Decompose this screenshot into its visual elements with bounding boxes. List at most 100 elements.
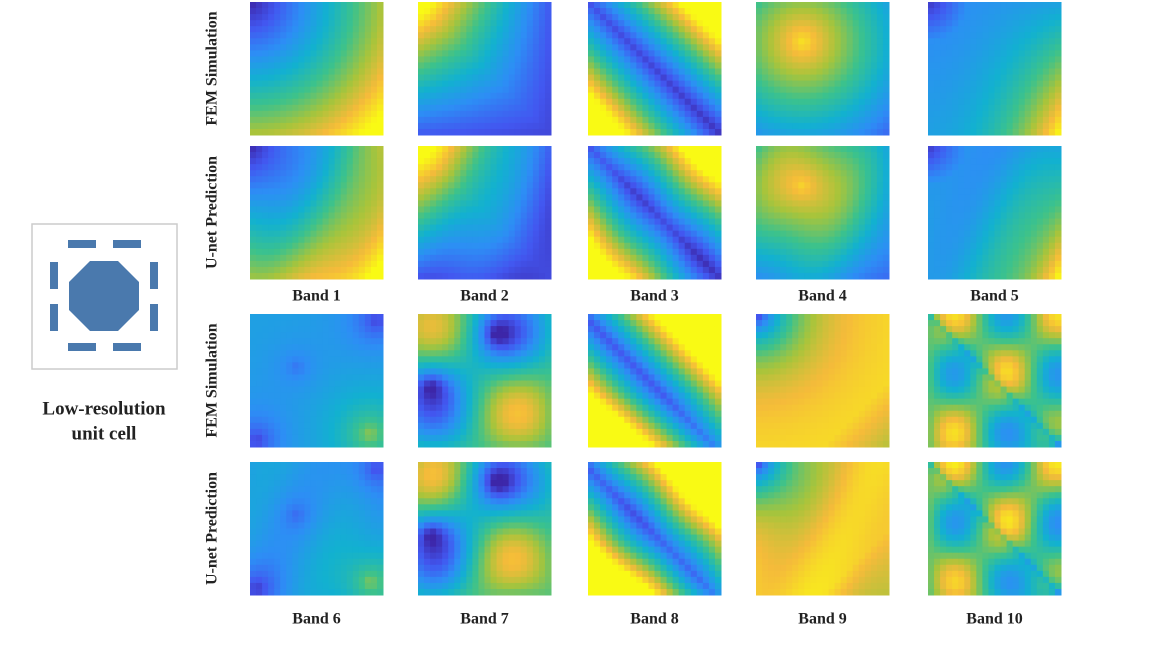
heatmap-cell <box>484 92 492 100</box>
heatmap-cell <box>994 14 1002 21</box>
heatmap-cell <box>690 224 698 232</box>
heatmap-cell <box>250 338 257 345</box>
heatmap-cell <box>786 26 793 33</box>
heatmap-cell <box>870 14 878 21</box>
heatmap-cell <box>630 188 637 195</box>
heatmap-cell <box>870 248 878 256</box>
heatmap-cell <box>976 38 983 45</box>
heatmap-cell <box>810 116 817 124</box>
heatmap-cell <box>1024 116 1032 124</box>
heatmap-cell <box>424 32 431 39</box>
heatmap-cell <box>834 218 842 226</box>
heatmap-cell <box>346 56 354 63</box>
heatmap-cell <box>594 104 601 112</box>
heatmap-cell <box>532 158 540 165</box>
heatmap-cell <box>600 98 607 106</box>
heatmap-cell <box>774 164 781 171</box>
heatmap-cell <box>250 50 257 57</box>
heatmap-cell <box>822 170 830 177</box>
heatmap-cell <box>618 122 625 130</box>
heatmap-cell <box>708 110 716 118</box>
heatmap-cell <box>496 8 504 15</box>
heatmap-cell <box>660 194 668 201</box>
heatmap-cell <box>274 434 281 442</box>
heatmap-cell <box>1054 182 1062 189</box>
heatmap-cell <box>642 110 649 118</box>
heatmap-cell <box>376 38 384 45</box>
heatmap-cell <box>928 188 935 195</box>
heatmap-cell <box>280 86 287 94</box>
heatmap-cell <box>588 92 595 100</box>
heatmap-cell <box>714 128 722 136</box>
heatmap-cell <box>940 32 947 39</box>
heatmap-cell <box>532 62 540 69</box>
heatmap-cell <box>532 176 540 183</box>
heatmap-cell <box>606 218 613 226</box>
heatmap-cell <box>316 26 324 33</box>
heatmap-cell <box>642 206 649 213</box>
heatmap-cell <box>792 38 799 45</box>
heatmap-cell <box>436 248 443 256</box>
heatmap-cell <box>964 62 971 69</box>
heatmap-cell <box>982 2 989 9</box>
heatmap-cell <box>256 428 263 436</box>
heatmap-cell <box>816 146 823 153</box>
heatmap-cell <box>448 176 455 183</box>
heatmap-cell <box>490 26 498 33</box>
heatmap-cell <box>1024 92 1032 100</box>
heatmap-cell <box>660 2 668 9</box>
heatmap-cell <box>792 92 799 100</box>
heatmap-cell <box>508 8 516 15</box>
heatmap-cell <box>370 128 378 136</box>
heatmap-cell <box>816 74 823 82</box>
heatmap-cell <box>442 122 449 130</box>
heatmap-cell <box>346 260 354 268</box>
heatmap-cell <box>280 380 287 388</box>
heatmap-cell <box>964 218 971 226</box>
heatmap-cell <box>1054 260 1062 268</box>
heatmap-cell <box>418 104 425 112</box>
heatmap-cell <box>786 206 793 213</box>
heatmap-cell <box>268 272 275 280</box>
heatmap-cell <box>316 116 324 124</box>
heatmap-cell <box>358 50 366 57</box>
heatmap-cell <box>756 32 763 39</box>
heatmap-cell <box>1000 254 1008 262</box>
heatmap-cell <box>618 14 625 21</box>
heatmap-cell <box>418 206 425 213</box>
heatmap-cell <box>660 236 668 244</box>
heatmap-cell <box>792 98 799 106</box>
heatmap-cell <box>442 98 449 106</box>
heatmap-cell <box>600 14 607 21</box>
heatmap-cell <box>594 176 601 183</box>
heatmap-cell <box>816 182 823 189</box>
heatmap-cell <box>630 44 637 51</box>
heatmap-cell <box>636 158 643 165</box>
heatmap-cell <box>636 170 643 177</box>
heatmap-cell <box>994 200 1002 207</box>
heatmap-cell <box>268 230 275 238</box>
heatmap-cell <box>994 146 1002 153</box>
heatmap-cell <box>666 188 674 195</box>
heatmap-cell <box>334 146 342 153</box>
heatmap-cell <box>478 116 485 124</box>
heatmap-cell <box>304 92 311 100</box>
heatmap-cell <box>1048 266 1056 274</box>
heatmap-cell <box>678 182 686 189</box>
heatmap-cell <box>538 14 546 21</box>
heatmap-cell <box>424 164 431 171</box>
heatmap-cell <box>940 230 947 238</box>
heatmap-cell <box>262 206 269 213</box>
heatmap-cell <box>484 26 492 33</box>
heatmap-cell <box>976 182 983 189</box>
heatmap-cell <box>804 194 811 201</box>
heatmap-cell <box>514 206 522 213</box>
heatmap-cell <box>952 236 959 244</box>
heatmap-cell <box>946 74 953 82</box>
heatmap-cell <box>466 182 473 189</box>
heatmap-cell <box>882 68 890 76</box>
heatmap-cell <box>508 86 516 94</box>
heatmap-cell <box>940 266 947 274</box>
heatmap-cell <box>882 164 890 171</box>
heatmap-cell <box>786 158 793 165</box>
